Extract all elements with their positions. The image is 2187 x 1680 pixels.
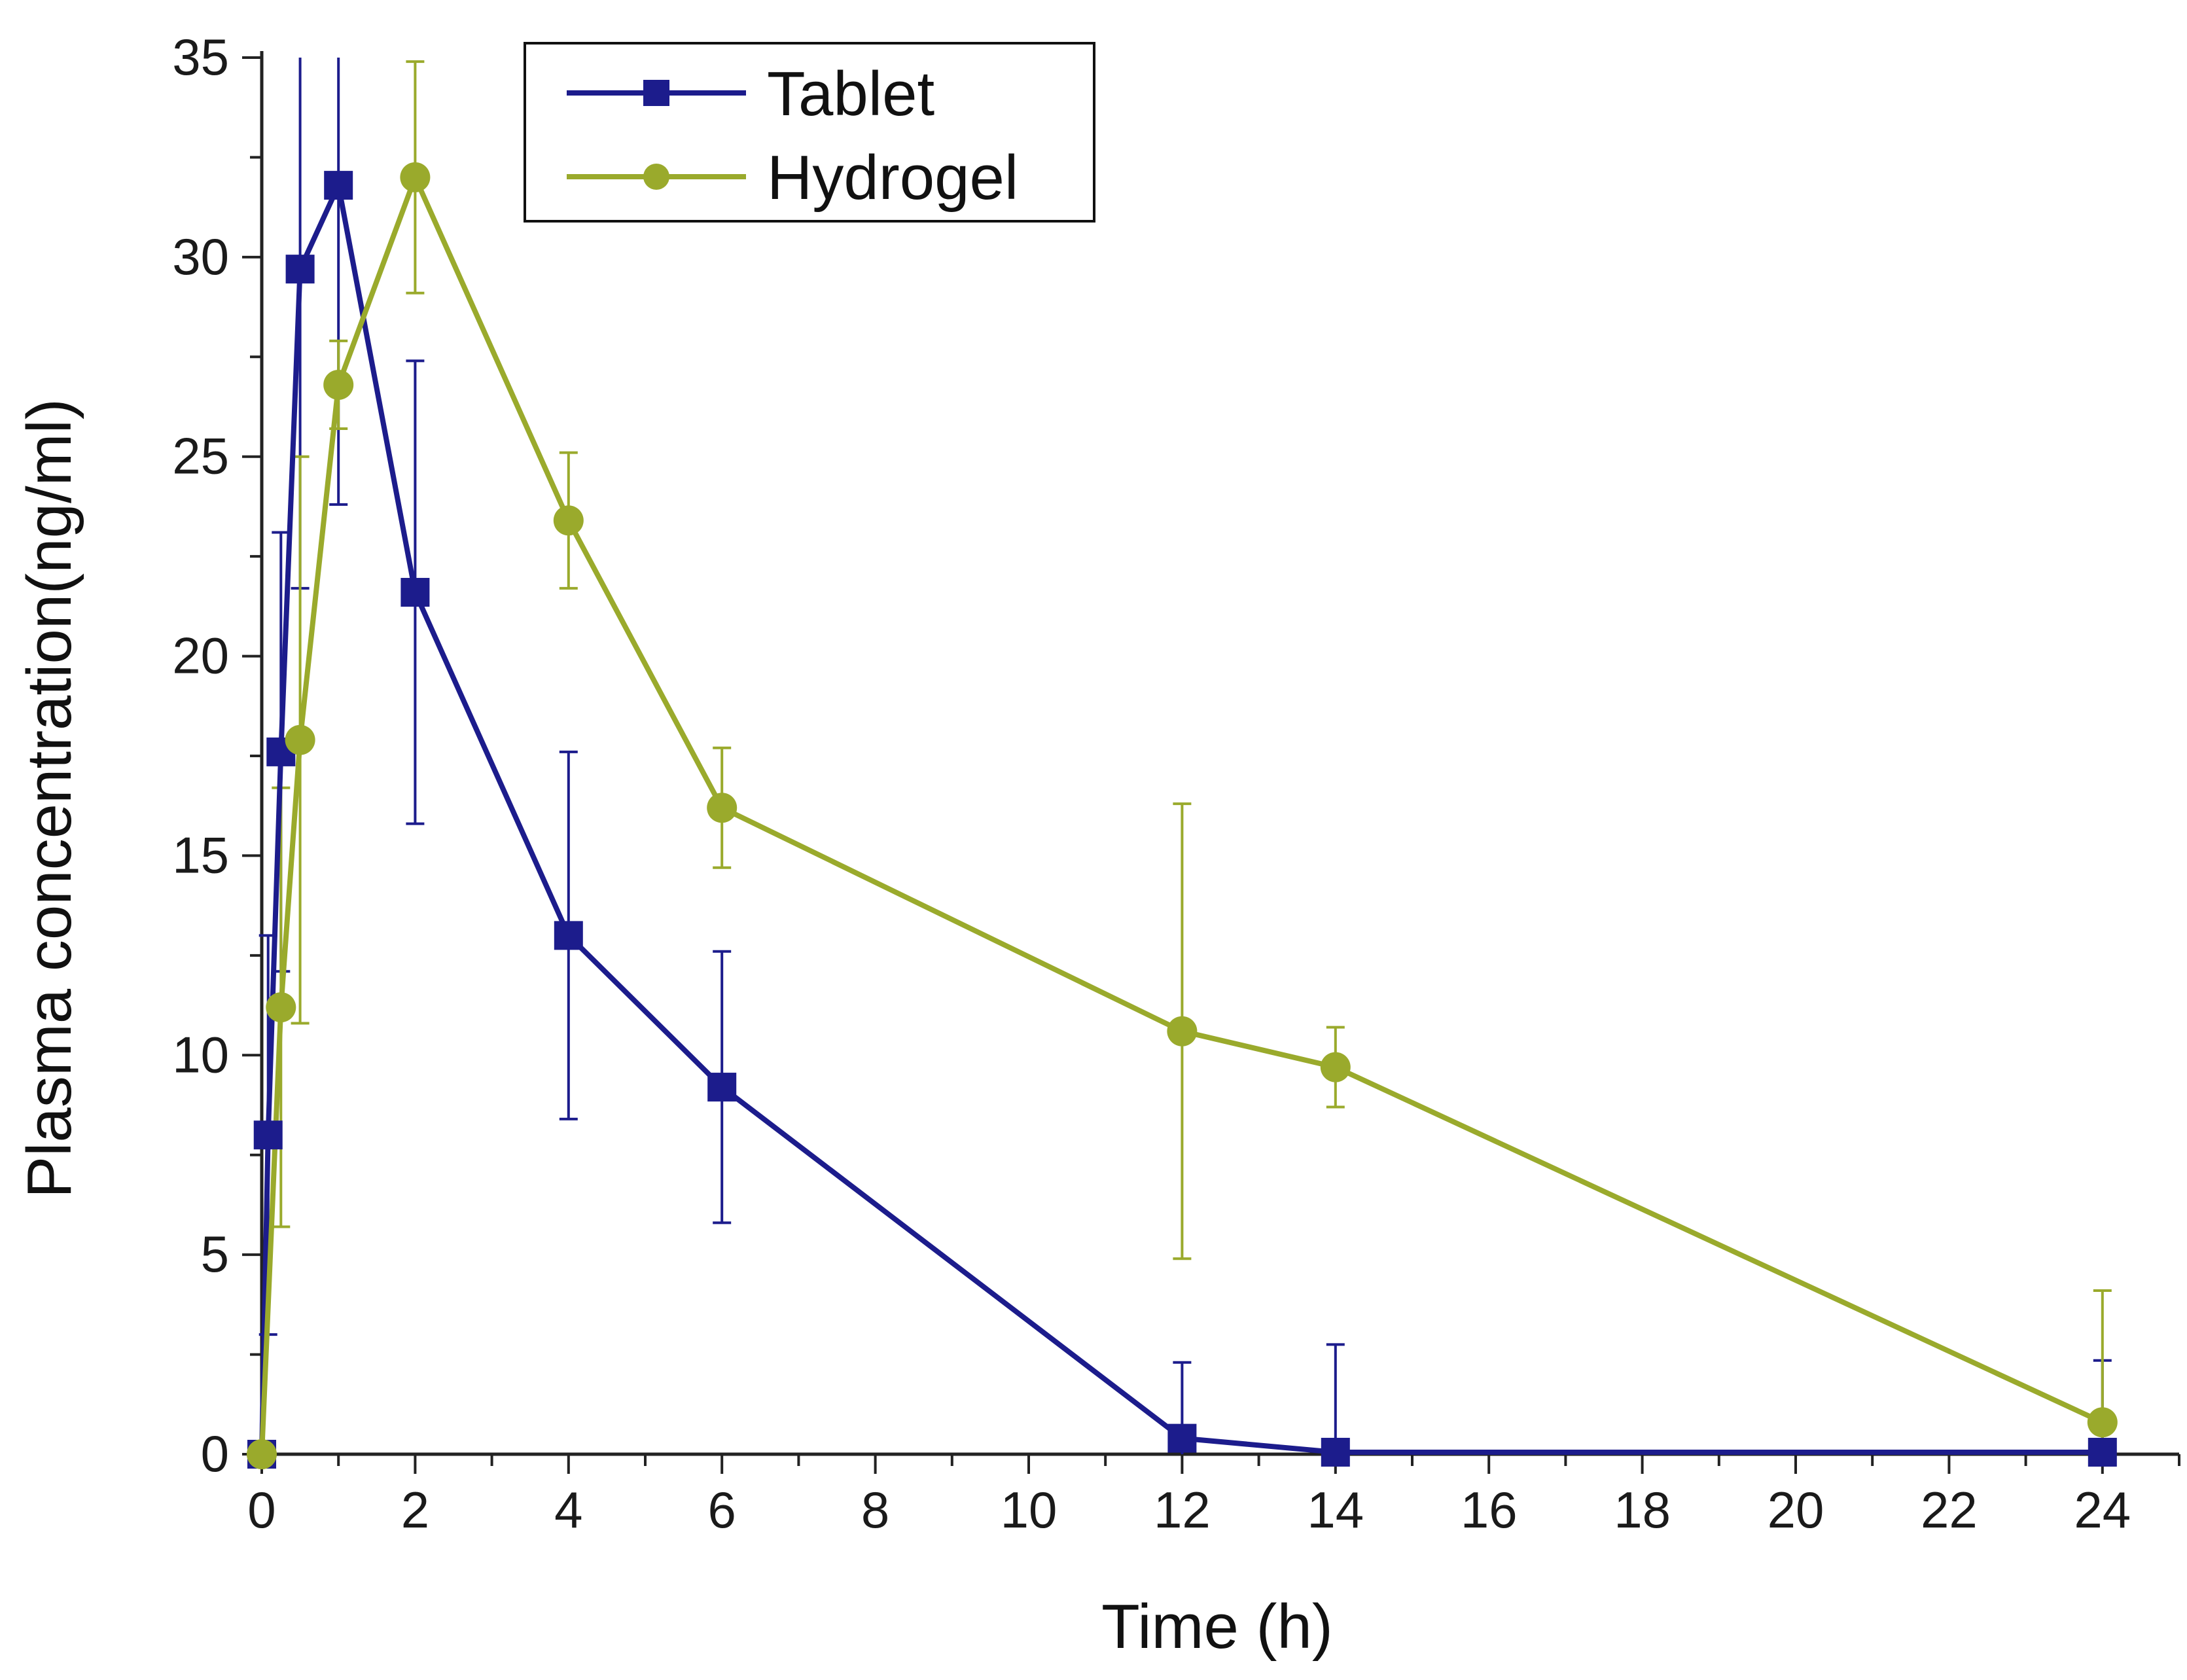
x-tick-label: 24 xyxy=(2074,1481,2131,1539)
data-point-tablet xyxy=(285,255,315,284)
legend-box xyxy=(524,42,1095,223)
legend: Tablet Hydrogel xyxy=(524,42,1095,223)
legend-label-tablet: Tablet xyxy=(767,59,934,129)
data-point-tablet xyxy=(554,921,583,950)
data-point-hydrogel xyxy=(1320,1052,1351,1082)
x-tick-label: 22 xyxy=(1921,1481,1978,1539)
data-point-tablet xyxy=(400,578,430,607)
y-tick-label: 0 xyxy=(201,1425,229,1482)
data-point-hydrogel xyxy=(707,793,738,823)
x-tick-label: 20 xyxy=(1768,1481,1824,1539)
x-tick-label: 18 xyxy=(1614,1481,1671,1539)
y-tick-label: 5 xyxy=(201,1225,229,1283)
x-tick-label: 8 xyxy=(861,1481,889,1539)
data-point-hydrogel xyxy=(266,992,296,1023)
y-tick-label: 15 xyxy=(172,826,229,884)
data-point-hydrogel xyxy=(1167,1016,1198,1046)
y-tick-label: 30 xyxy=(172,228,229,285)
x-tick-label: 0 xyxy=(247,1481,276,1539)
y-tick-label: 10 xyxy=(172,1026,229,1083)
legend-label-hydrogel: Hydrogel xyxy=(767,143,1018,213)
x-tick-label: 16 xyxy=(1461,1481,1518,1539)
error-bars xyxy=(258,58,2112,1454)
series-markers xyxy=(247,162,2118,1469)
x-axis-title: Time (h) xyxy=(1101,1592,1333,1662)
x-tick-label: 6 xyxy=(708,1481,736,1539)
y-tick-label: 20 xyxy=(172,627,229,685)
data-point-hydrogel xyxy=(285,724,315,755)
data-point-hydrogel xyxy=(553,505,584,536)
x-tick-label: 12 xyxy=(1154,1481,1211,1539)
y-axis-title: Plasma concentration(ng/ml) xyxy=(14,399,84,1198)
legend-marker-tablet xyxy=(643,80,669,106)
y-tick-label: 35 xyxy=(172,28,229,86)
data-point-tablet xyxy=(324,171,353,200)
x-tick-label: 2 xyxy=(401,1481,429,1539)
data-point-hydrogel xyxy=(323,369,354,400)
x-tick-label: 4 xyxy=(554,1481,582,1539)
x-tick-label: 14 xyxy=(1307,1481,1364,1539)
legend-marker-hydrogel xyxy=(643,164,669,190)
data-point-tablet xyxy=(253,1120,283,1150)
data-point-tablet xyxy=(1167,1423,1197,1453)
x-tick-label: 10 xyxy=(1001,1481,1058,1539)
data-point-tablet xyxy=(1321,1437,1350,1467)
data-point-hydrogel xyxy=(247,1439,277,1469)
data-point-tablet xyxy=(707,1073,737,1102)
data-point-tablet xyxy=(2088,1437,2117,1467)
y-tick-label: 25 xyxy=(172,427,229,485)
data-point-hydrogel xyxy=(400,162,431,192)
series-line-hydrogel xyxy=(259,174,2104,1455)
data-point-hydrogel xyxy=(2087,1407,2118,1438)
